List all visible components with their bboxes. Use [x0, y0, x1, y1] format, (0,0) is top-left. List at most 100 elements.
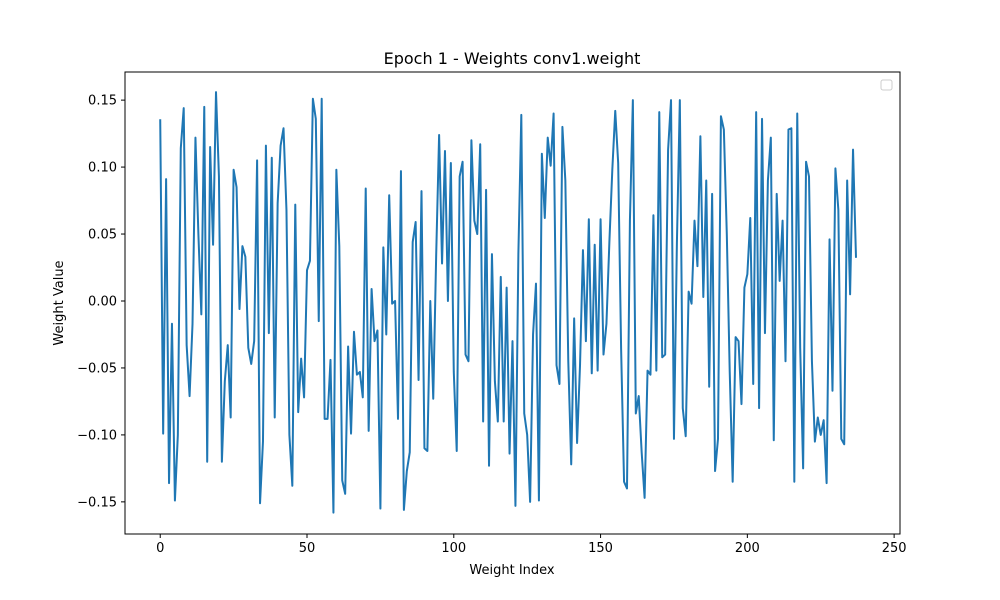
data-point	[233, 169, 235, 171]
data-point	[541, 153, 543, 155]
data-point	[409, 452, 411, 454]
data-point	[491, 253, 493, 255]
data-point	[462, 161, 464, 163]
data-point	[764, 332, 766, 334]
data-point	[559, 383, 561, 385]
data-point	[852, 149, 854, 151]
data-point	[271, 157, 273, 159]
data-point	[482, 421, 484, 423]
data-point	[735, 336, 737, 338]
data-point	[286, 209, 288, 211]
data-point	[588, 219, 590, 221]
data-point	[309, 260, 311, 262]
data-point	[585, 340, 587, 342]
data-point	[341, 480, 343, 482]
data-point	[494, 381, 496, 383]
data-point	[749, 217, 751, 219]
data-point	[808, 176, 810, 178]
data-point	[262, 441, 264, 443]
data-point	[614, 110, 616, 112]
data-point	[456, 450, 458, 452]
data-point	[321, 98, 323, 100]
data-point	[843, 443, 845, 445]
x-tick-label: 50	[299, 541, 316, 556]
data-point	[327, 418, 329, 420]
data-point	[823, 419, 825, 421]
data-point	[292, 485, 294, 487]
data-point	[339, 245, 341, 247]
data-point	[365, 188, 367, 190]
data-point	[620, 348, 622, 350]
data-point	[805, 161, 807, 163]
data-point	[465, 354, 467, 356]
data-point	[544, 217, 546, 219]
data-point	[350, 433, 352, 435]
data-point	[209, 146, 211, 148]
data-point	[729, 371, 731, 373]
data-point	[650, 374, 652, 376]
data-point	[394, 300, 396, 302]
data-point	[488, 465, 490, 467]
data-point	[532, 334, 534, 336]
y-axis: −0.15 −0.10 −0.05 0.00 0.05 0.10 0.15	[77, 94, 125, 510]
data-point	[268, 332, 270, 334]
x-tick-label: 100	[441, 541, 466, 556]
data-point	[820, 434, 822, 436]
data-point	[192, 323, 194, 325]
y-tick-label: −0.05	[77, 361, 117, 376]
data-point	[418, 379, 420, 381]
data-point	[708, 386, 710, 388]
data-point	[245, 256, 247, 258]
data-point	[397, 418, 399, 420]
data-point	[582, 249, 584, 251]
data-point	[811, 360, 813, 362]
data-point	[732, 481, 734, 483]
data-point	[168, 482, 170, 484]
data-point	[717, 438, 719, 440]
data-point	[248, 347, 250, 349]
data-point	[318, 320, 320, 322]
data-point	[676, 243, 678, 245]
chart-title: Epoch 1 - Weights conv1.weight	[384, 49, 641, 68]
data-point	[526, 434, 528, 436]
data-point	[265, 145, 267, 147]
data-point	[741, 403, 743, 405]
data-point	[512, 340, 514, 342]
data-point	[206, 461, 208, 463]
data-point	[347, 346, 349, 348]
data-point	[694, 220, 696, 222]
data-point	[427, 450, 429, 452]
data-point	[653, 214, 655, 216]
data-point	[224, 381, 226, 383]
data-point	[623, 481, 625, 483]
data-point	[218, 176, 220, 178]
data-point	[227, 344, 229, 346]
data-point	[726, 233, 728, 235]
data-point	[738, 340, 740, 342]
data-point	[518, 253, 520, 255]
data-point	[782, 220, 784, 222]
data-point	[553, 113, 555, 115]
data-point	[189, 395, 191, 397]
data-point	[840, 438, 842, 440]
data-point	[591, 373, 593, 375]
data-point	[700, 135, 702, 137]
data-point	[195, 137, 197, 139]
data-point	[656, 370, 658, 372]
data-point	[344, 493, 346, 495]
data-point	[570, 464, 572, 466]
data-point	[212, 244, 214, 246]
data-point	[791, 127, 793, 129]
data-point	[159, 119, 161, 121]
data-point	[667, 149, 669, 151]
data-point	[612, 169, 614, 171]
data-point	[835, 168, 837, 170]
data-point	[641, 452, 643, 454]
data-point	[239, 308, 241, 310]
data-point	[447, 300, 449, 302]
data-point	[450, 162, 452, 164]
data-point	[459, 176, 461, 178]
data-point	[430, 300, 432, 302]
series-line	[159, 91, 857, 514]
data-point	[794, 481, 796, 483]
